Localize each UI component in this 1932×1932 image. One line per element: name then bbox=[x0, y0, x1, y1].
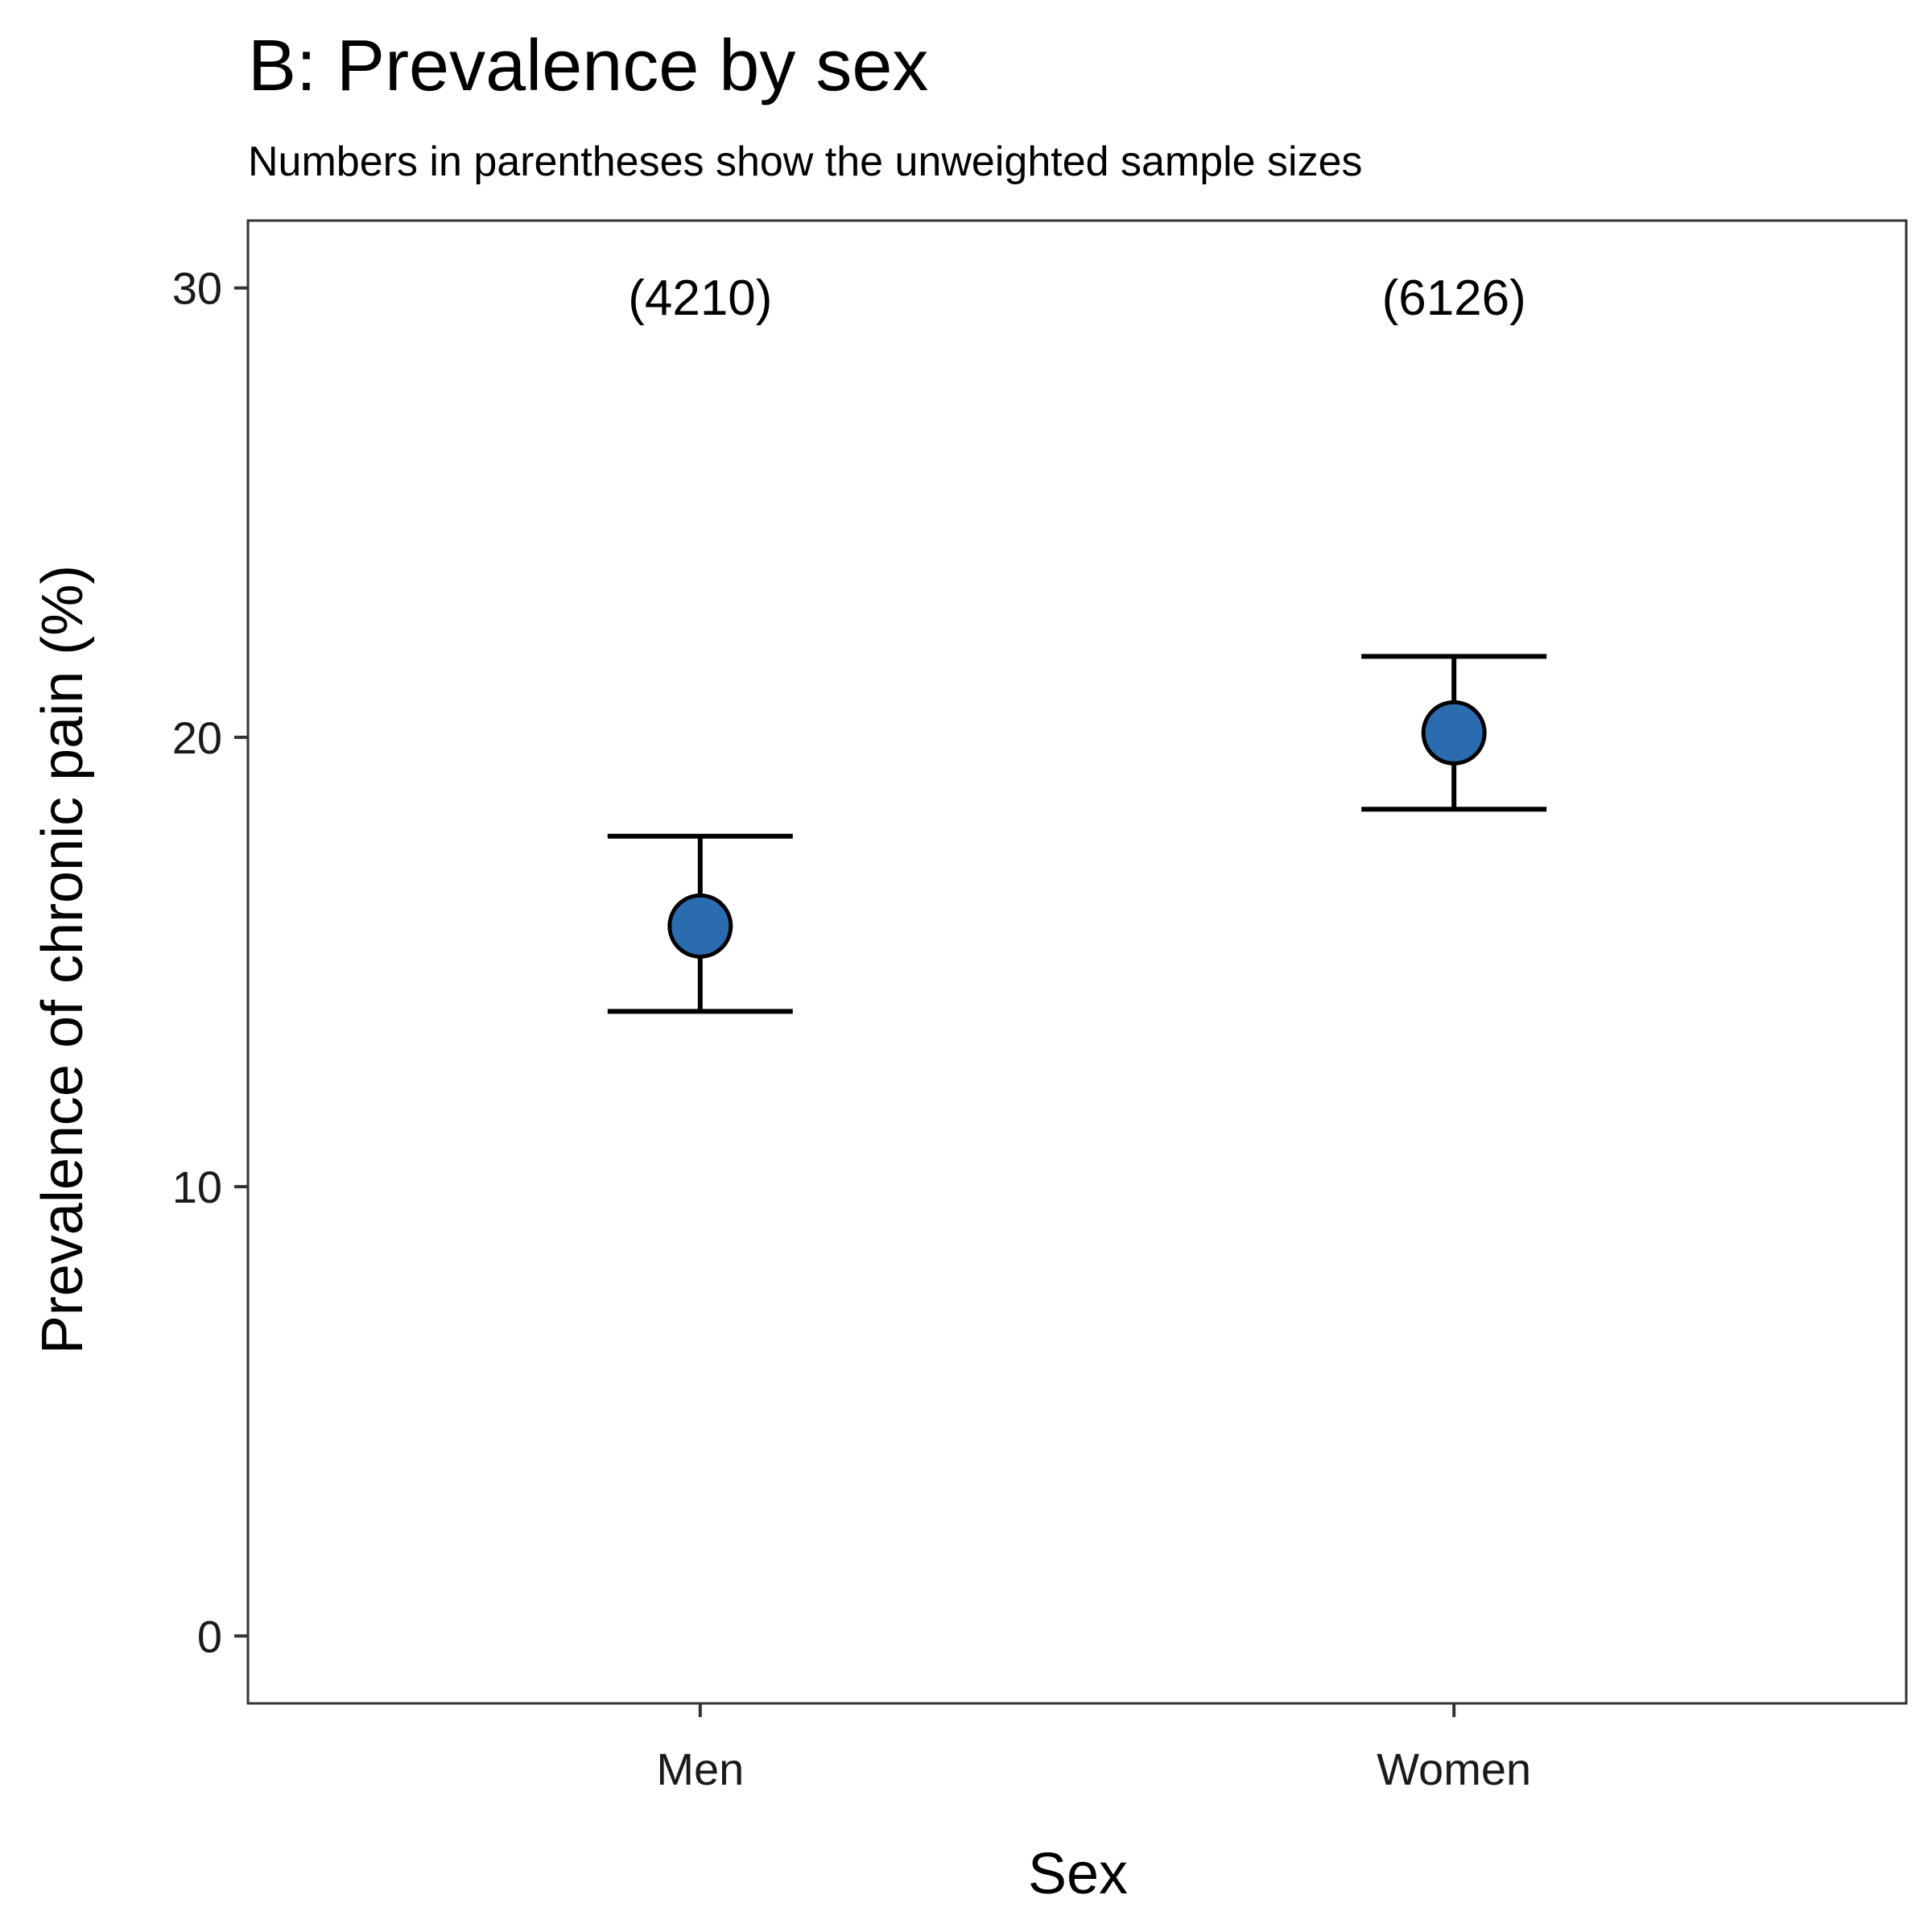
chart-subtitle: Numbers in parentheses show the unweight… bbox=[248, 138, 1363, 185]
sample-size-label: (4210) bbox=[628, 270, 772, 326]
sample-size-label: (6126) bbox=[1382, 270, 1526, 326]
x-axis-title: Sex bbox=[1028, 1842, 1128, 1906]
y-tick-label: 30 bbox=[172, 263, 222, 314]
data-point bbox=[1421, 700, 1487, 766]
plot-panel bbox=[246, 219, 1908, 1705]
x-tick-label: Men bbox=[656, 1744, 744, 1794]
x-tick-label: Women bbox=[1377, 1744, 1531, 1794]
plot-area: 0 10 20 30 Men Women (4210) (6126) bbox=[172, 219, 1908, 1794]
y-tick-label: 20 bbox=[172, 712, 222, 763]
y-tick-label: 10 bbox=[172, 1162, 222, 1212]
y-axis-title: Prevalence of chronic pain (%) bbox=[31, 565, 95, 1354]
chart-title: B: Prevalence by sex bbox=[248, 26, 928, 106]
data-point bbox=[667, 893, 733, 959]
y-tick-label: 0 bbox=[197, 1611, 222, 1662]
